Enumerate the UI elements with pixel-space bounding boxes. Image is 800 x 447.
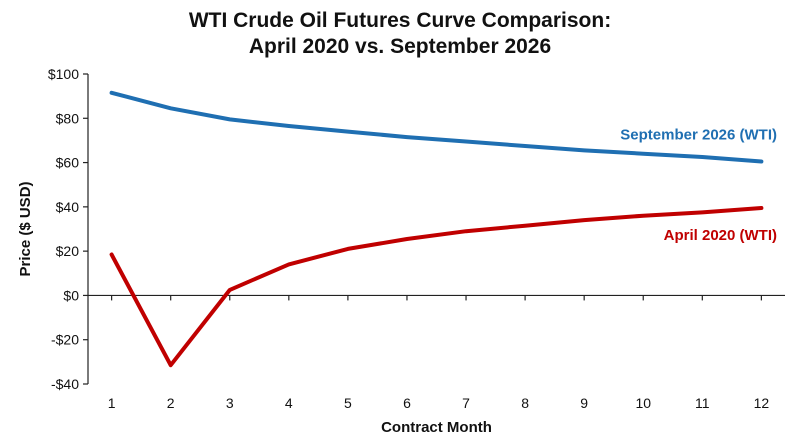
series-label-september-2026: September 2026 (WTI) — [620, 126, 777, 143]
x-tick-label: 12 — [754, 395, 770, 411]
x-tick-label: 11 — [695, 395, 710, 411]
y-tick-label: $0 — [63, 287, 79, 303]
y-tick-label: -$40 — [51, 376, 79, 392]
x-tick-label: 3 — [226, 395, 234, 411]
x-tick-label: 5 — [344, 395, 352, 411]
y-tick-label: $100 — [48, 66, 79, 82]
y-axis-title: Price ($ USD) — [17, 181, 34, 276]
y-tick-label: $60 — [56, 155, 80, 171]
x-tick-label: 1 — [108, 395, 116, 411]
y-tick-label: $20 — [56, 243, 80, 259]
series-layer — [109, 90, 764, 368]
x-tick-label: 7 — [462, 395, 470, 411]
series-label-april-2020: April 2020 (WTI) — [664, 227, 777, 244]
labels-layer: Contract Month Price ($ USD) September 2… — [17, 126, 777, 436]
chart-title-line-2: April 2020 vs. September 2026 — [248, 35, 552, 58]
chart-title-line-1: WTI Crude Oil Futures Curve Comparison: — [188, 9, 612, 32]
x-tick-label: 8 — [521, 395, 529, 411]
y-tick-label: $80 — [56, 110, 80, 126]
x-tick-label: 2 — [167, 395, 175, 411]
x-axis-title: Contract Month — [381, 419, 492, 436]
x-tick-label: 4 — [285, 395, 293, 411]
x-tick-label: 9 — [580, 395, 588, 411]
series-line-0 — [109, 90, 764, 164]
x-tick-label: 10 — [635, 395, 651, 411]
x-tick-label: 6 — [403, 395, 411, 411]
y-tick-label: $40 — [56, 199, 80, 215]
series-line-1 — [109, 206, 764, 368]
y-tick-label: -$20 — [51, 332, 79, 348]
